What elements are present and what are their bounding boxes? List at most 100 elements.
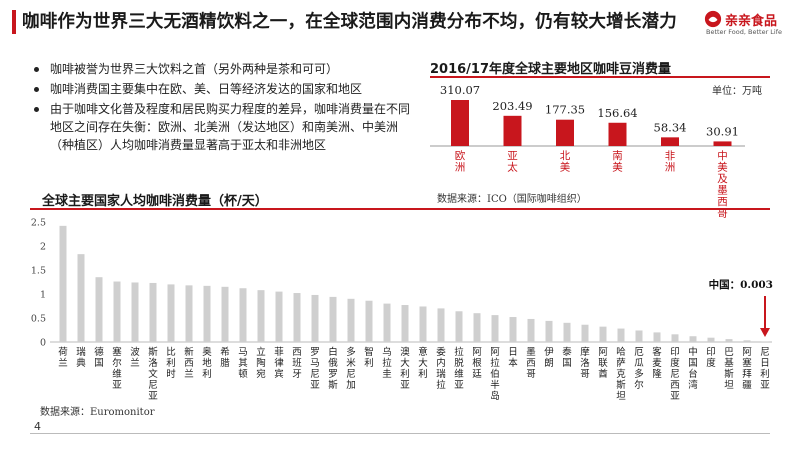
country-bar [617, 328, 625, 342]
country-bar [509, 317, 517, 342]
country-bar [77, 254, 85, 342]
country-bar [203, 285, 211, 342]
region-value-label: 156.64 [597, 106, 637, 120]
x-tick-label: 摩洛哥 [580, 346, 590, 380]
country-chart-rule [30, 208, 770, 210]
country-bar [527, 318, 535, 342]
country-bar [257, 290, 265, 342]
x-tick-label: 立陶宛 [256, 346, 266, 380]
bullet-list: 咖啡被誉为世界三大饮料之首（另外两种是茶和可可） 咖啡消费国主要集中在欧、美、日… [30, 60, 412, 156]
x-tick-label: 墨西哥 [526, 347, 536, 380]
region-bar [608, 122, 627, 146]
region-chart-title: 2016/17年度全球主要地区咖啡豆消费量 [430, 62, 672, 77]
bullet-item: 由于咖啡文化普及程度和居民购买力程度的差异，咖啡消费量在不同地区之间存在失衡：欧… [30, 100, 412, 154]
x-tick-label: 泰国 [562, 346, 572, 369]
country-bar [635, 330, 643, 342]
x-tick-label: 菲律宾 [274, 346, 284, 380]
y-tick-label: 2 [40, 242, 46, 253]
region-category-label: 北美 [560, 150, 571, 174]
title-accent-bar [12, 10, 16, 34]
region-bar [503, 115, 522, 146]
region-chart-source: 数据来源：ICO（国际咖啡组织） [437, 194, 587, 205]
x-tick-label: 厄瓜多尔 [634, 347, 644, 391]
x-tick-label: 阿塞拜疆 [742, 347, 752, 391]
region-category-label: 中美及墨西哥 [717, 149, 728, 220]
country-bar [347, 298, 355, 342]
country-chart-source: 数据来源：Euromonitor [40, 407, 155, 418]
region-value-label: 30.91 [706, 124, 739, 138]
country-bar [311, 294, 319, 342]
x-tick-label: 德国 [94, 346, 104, 369]
x-tick-label: 荷兰 [58, 347, 68, 369]
x-tick-label: 意大利 [418, 346, 428, 380]
logo-text-en: Better Food, Better Life [706, 28, 783, 36]
country-bar [113, 281, 121, 342]
country-bar [653, 332, 661, 342]
country-bar [455, 311, 463, 342]
x-tick-label: 奥地利 [202, 346, 212, 380]
country-bar [167, 284, 175, 342]
country-bar [149, 282, 157, 342]
x-tick-label: 波兰 [130, 346, 140, 369]
country-bar [401, 305, 409, 342]
logo-text-cn: 亲亲食品 [725, 14, 778, 29]
x-tick-label: 多米尼加 [346, 346, 356, 391]
region-value-label: 58.34 [654, 120, 687, 134]
region-category-label: 非洲 [665, 150, 676, 174]
country-bar [239, 288, 247, 342]
china-annotation: 中国：0.003 [709, 278, 773, 291]
country-bar [707, 337, 715, 342]
region-chart-unit: 单位：万吨 [712, 86, 762, 97]
region-chart-rule [430, 76, 770, 78]
region-category-label: 欧洲 [455, 150, 466, 174]
country-bar [59, 225, 67, 342]
bullet-item: 咖啡被誉为世界三大饮料之首（另外两种是茶和可可） [30, 60, 412, 78]
country-bar [581, 324, 589, 342]
x-tick-label: 中国台湾 [688, 346, 698, 391]
x-tick-label: 乌拉圭 [382, 346, 392, 380]
x-tick-label: 马其顿 [238, 347, 248, 380]
country-bar-chart: 0 0.5 1 1.5 2 2.5 荷兰瑞典德国塞尔维亚波兰斯洛文尼亚比利时新西兰奥地利希腊… [31, 218, 773, 401]
country-bar [743, 340, 751, 342]
y-tick-label: 2.5 [31, 218, 46, 229]
country-bar [599, 326, 607, 342]
country-bar [419, 306, 427, 342]
region-bar-chart: 310.07 欧洲 203.49 亚太 177.35 北美 156.64 南美 58.34 非洲 3… [430, 83, 745, 220]
country-bar [383, 303, 391, 342]
country-bar [725, 339, 733, 342]
x-tick-label: 西班牙 [292, 347, 302, 380]
x-tick-label: 罗马尼亚 [310, 347, 320, 391]
x-tick-label: 印度尼西亚 [670, 346, 680, 400]
region-category-label: 南美 [612, 149, 623, 174]
region-bar [661, 137, 679, 146]
region-category-label: 亚太 [507, 150, 518, 174]
x-tick-label: 比利时 [166, 346, 176, 380]
country-bar [437, 308, 445, 342]
x-tick-label: 客麦隆 [652, 346, 662, 380]
x-tick-label: 哈萨克斯坦 [616, 346, 626, 400]
country-bar [131, 282, 139, 342]
y-tick-label: 1 [40, 290, 46, 301]
x-tick-label: 澳大利亚 [400, 346, 410, 391]
x-tick-label: 新西兰 [184, 346, 194, 380]
country-bar [761, 341, 769, 342]
x-tick-label: 斯洛文尼亚 [148, 346, 158, 400]
x-tick-label: 瑞典 [76, 346, 86, 369]
x-tick-label: 巴基斯坦 [724, 347, 734, 391]
country-bar [95, 277, 103, 342]
region-bar [451, 100, 469, 146]
x-tick-label: 智利 [364, 346, 374, 369]
country-bar [185, 285, 193, 342]
logo-mark-icon [704, 10, 722, 28]
country-bar [689, 336, 697, 342]
country-bar [365, 300, 373, 342]
region-bar [556, 119, 574, 146]
country-bar [293, 293, 301, 342]
country-bar [221, 286, 229, 342]
page-title: 咖啡作为世界三大无酒精饮料之一，在全球范围内消费分布不均，仍有较大增长潜力 [22, 12, 677, 32]
highlight-arrow-head [760, 328, 770, 337]
region-value-label: 310.07 [440, 83, 480, 97]
country-bar [491, 315, 499, 342]
country-bar [671, 334, 679, 342]
x-tick-label: 伊朗 [544, 346, 554, 369]
